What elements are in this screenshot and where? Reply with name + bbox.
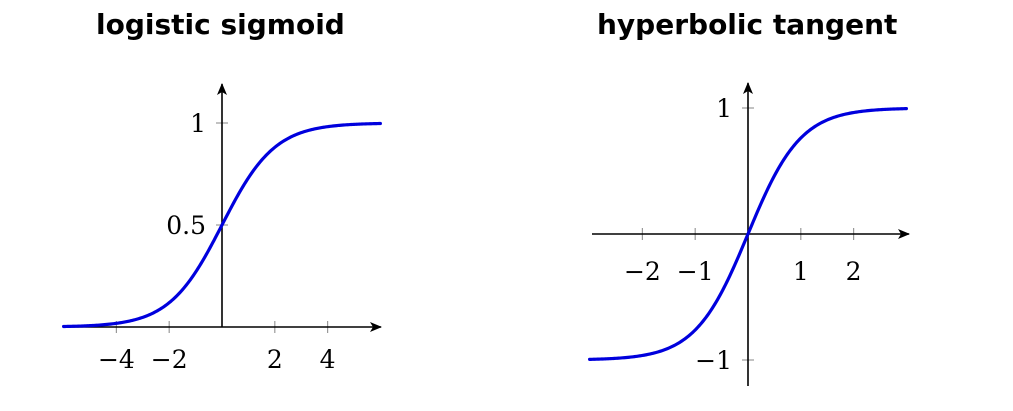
y-tick-label-tanh-1: 1 <box>716 94 732 123</box>
x-tick-label-sigmoid-1: −2 <box>151 345 188 374</box>
chart-title-logistic-sigmoid: logistic sigmoid <box>96 8 345 41</box>
x-tick-label-tanh-2: 1 <box>793 257 809 286</box>
y-tick-label-tanh-0: −1 <box>695 346 732 375</box>
chart-hyperbolic-tangent: −2 −1 1 2 −1 1 <box>588 82 910 386</box>
x-tick-label-tanh-3: 2 <box>846 257 862 286</box>
chart-title-hyperbolic-tangent: hyperbolic tangent <box>597 8 898 41</box>
y-tick-label-sigmoid-1: 1 <box>190 109 206 138</box>
y-tick-label-sigmoid-0: 0.5 <box>166 211 206 240</box>
x-tick-label-tanh-1: −1 <box>677 257 714 286</box>
series-line-sigmoid <box>62 121 382 329</box>
x-tick-label-sigmoid-0: −4 <box>98 345 135 374</box>
chart-logistic-sigmoid: −4 −2 2 4 0.5 1 <box>62 83 382 374</box>
x-tick-label-sigmoid-2: 2 <box>267 345 283 374</box>
series-line-tanh <box>588 107 908 361</box>
x-tick-label-sigmoid-3: 4 <box>320 345 336 374</box>
x-tick-label-tanh-0: −2 <box>624 257 661 286</box>
